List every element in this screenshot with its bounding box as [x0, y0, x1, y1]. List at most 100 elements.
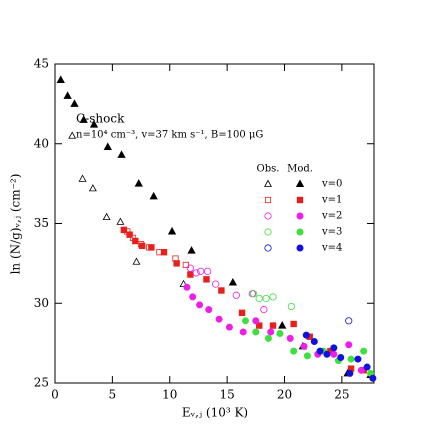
point	[303, 352, 311, 360]
point	[78, 174, 87, 182]
point	[252, 328, 260, 336]
point	[302, 331, 310, 339]
y-tick-label: 25	[34, 376, 49, 390]
point	[249, 290, 258, 298]
point	[287, 302, 295, 311]
point	[89, 120, 99, 128]
point	[357, 366, 365, 374]
point	[369, 374, 377, 382]
point	[262, 294, 270, 303]
point	[116, 217, 125, 225]
point	[241, 317, 249, 325]
point	[256, 322, 263, 329]
legend-marker	[296, 228, 304, 236]
point	[63, 91, 72, 99]
point	[70, 99, 79, 107]
point	[132, 237, 139, 245]
legend-label: v=3	[321, 227, 342, 238]
point	[286, 334, 294, 342]
annotation: C-shock	[76, 112, 125, 126]
legend-marker	[264, 212, 272, 220]
point	[134, 179, 143, 187]
point	[354, 355, 362, 363]
point	[204, 267, 212, 275]
legend-label: v=4	[321, 243, 342, 254]
point	[363, 363, 371, 371]
point	[252, 317, 260, 325]
point	[269, 293, 277, 301]
point	[255, 294, 263, 303]
point	[120, 226, 128, 234]
y-tick-label: 40	[34, 136, 49, 150]
point	[269, 322, 277, 329]
point	[316, 347, 324, 355]
legend-marker	[296, 212, 304, 220]
point	[203, 276, 210, 283]
point	[225, 323, 233, 331]
point	[68, 131, 77, 139]
x-tick-label: 10	[162, 388, 177, 402]
point	[310, 338, 318, 346]
point	[103, 142, 112, 150]
y-tick-label: 30	[34, 296, 49, 310]
point	[187, 246, 196, 254]
point	[228, 277, 238, 286]
point	[360, 347, 368, 355]
legend-marker	[295, 179, 305, 187]
point	[79, 115, 88, 123]
point	[173, 260, 180, 267]
x-tick-label: 20	[277, 388, 292, 402]
point	[179, 279, 188, 288]
legend-marker	[296, 244, 304, 252]
legend-marker	[264, 244, 272, 252]
x-tick-label: 5	[109, 388, 117, 402]
legend-marker	[264, 196, 272, 204]
point	[264, 334, 272, 342]
x-tick-label: 25	[334, 388, 349, 402]
point	[345, 341, 353, 349]
point	[183, 283, 191, 291]
point	[347, 355, 355, 363]
point	[186, 264, 195, 272]
point	[205, 306, 213, 314]
point	[330, 350, 338, 358]
point	[290, 320, 297, 328]
point	[88, 184, 97, 192]
annotation: n=10⁴ cm⁻³, v=37 km s⁻¹, B=100 μG	[76, 130, 263, 141]
point	[345, 317, 353, 325]
point	[196, 301, 204, 309]
legend-header: Mod.	[287, 164, 313, 175]
legend-marker	[264, 179, 272, 187]
x-axis-label: Eᵥ,ⱼ (10³ K)	[182, 406, 248, 420]
point	[189, 293, 197, 301]
point	[56, 75, 65, 83]
point	[167, 226, 177, 235]
point	[278, 321, 287, 329]
point	[232, 291, 240, 299]
x-tick-label: 15	[219, 388, 234, 402]
y-tick-label: 45	[34, 57, 49, 71]
point	[197, 267, 205, 275]
point	[117, 150, 126, 158]
point	[215, 315, 223, 323]
legend-label: v=1	[321, 195, 342, 206]
point	[148, 244, 155, 251]
point	[239, 328, 247, 336]
point	[276, 330, 284, 338]
point	[267, 328, 275, 336]
legend-marker	[264, 228, 272, 236]
point	[346, 369, 354, 377]
point	[132, 257, 141, 265]
point	[187, 271, 194, 278]
legend-label: v=2	[321, 211, 342, 222]
x-tick-label: 0	[51, 388, 59, 402]
point	[218, 287, 225, 294]
point	[260, 306, 268, 314]
legend-header: Obs.	[257, 164, 280, 175]
point	[300, 342, 308, 350]
point	[102, 212, 111, 221]
point	[149, 191, 158, 200]
point	[212, 280, 220, 288]
point	[139, 242, 146, 250]
point	[323, 350, 331, 358]
